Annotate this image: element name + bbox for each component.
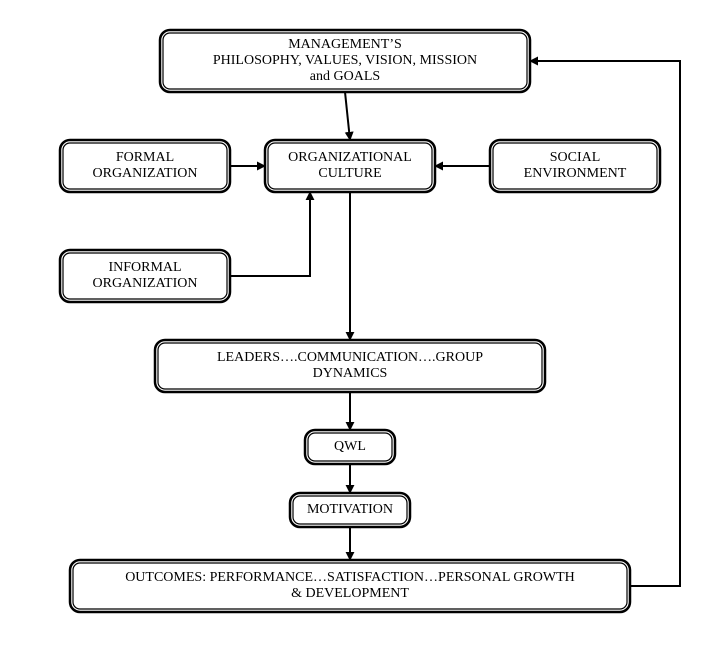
edge-management-to-culture xyxy=(345,92,350,140)
node-formal: FORMALORGANIZATION xyxy=(60,140,230,192)
node-management: MANAGEMENT’SPHILOSOPHY, VALUES, VISION, … xyxy=(160,30,530,92)
node-motivation-label: MOTIVATION xyxy=(307,502,393,517)
node-qwl-label: QWL xyxy=(334,439,366,454)
node-culture: ORGANIZATIONALCULTURE xyxy=(265,140,435,192)
node-leaders: LEADERS….COMMUNICATION….GROUPDYNAMICS xyxy=(155,340,545,392)
node-outcomes: OUTCOMES: PERFORMANCE…SATISFACTION…PERSO… xyxy=(70,560,630,612)
node-motivation: MOTIVATION xyxy=(290,493,410,527)
diagram-canvas: MANAGEMENT’SPHILOSOPHY, VALUES, VISION, … xyxy=(0,0,715,653)
node-qwl: QWL xyxy=(305,430,395,464)
node-informal: INFORMALORGANIZATION xyxy=(60,250,230,302)
node-social: SOCIALENVIRONMENT xyxy=(490,140,660,192)
edge-informal-to-culture xyxy=(230,192,310,276)
nodes-layer: MANAGEMENT’SPHILOSOPHY, VALUES, VISION, … xyxy=(60,30,660,612)
